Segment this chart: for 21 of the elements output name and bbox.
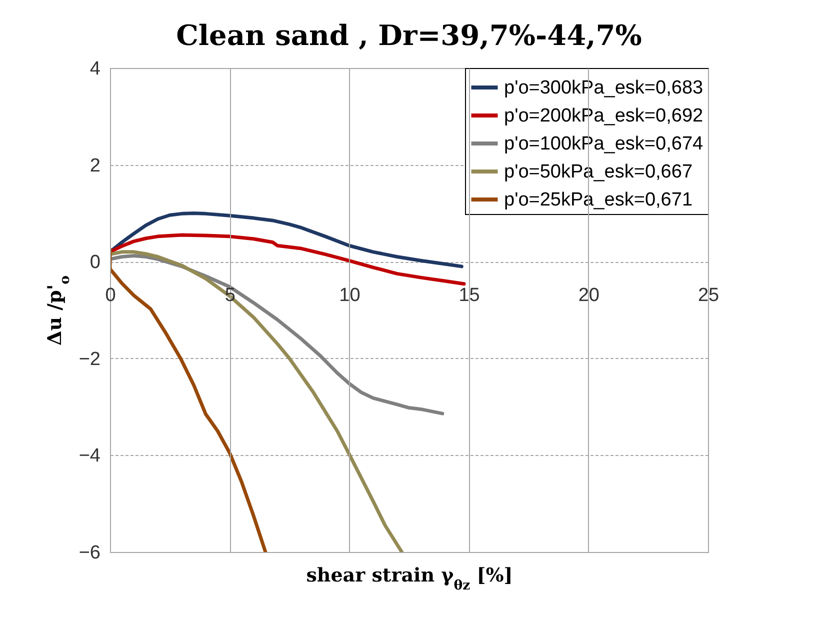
x-tick-label: 5 xyxy=(224,285,236,306)
y-tick-label: −6 xyxy=(78,542,100,564)
y-tick-label: −2 xyxy=(78,348,100,370)
legend-label: p'o=50kPa_esk=0,667 xyxy=(504,162,693,182)
x-tick-label: 25 xyxy=(698,285,720,306)
y-tick-label: 2 xyxy=(90,155,100,176)
line-series xyxy=(110,233,466,286)
legend-label: p'o=25kPa_esk=0,671 xyxy=(504,190,693,210)
x-tick-label: 20 xyxy=(578,285,600,306)
x-tick-label: 15 xyxy=(458,285,480,306)
x-tick-label: 10 xyxy=(339,285,360,306)
legend-label: p'o=300kPa_esk=0,683 xyxy=(504,78,704,98)
legend-label: p'o=100kPa_esk=0,674 xyxy=(504,134,704,154)
y-tick-label: −4 xyxy=(78,446,101,467)
x-axis-title: shear strain γ$_{θz}$ [%] xyxy=(306,564,513,593)
x-tick-label: 0 xyxy=(105,285,116,306)
legend-label: p'o=200kPa_esk=0,692 xyxy=(504,106,704,126)
line-series xyxy=(110,211,464,268)
chart-title: Clean sand , Dr=39,7%-44,7% xyxy=(176,19,642,52)
y-tick-label: 4 xyxy=(90,58,101,80)
y-tick-label: 0 xyxy=(90,252,100,274)
